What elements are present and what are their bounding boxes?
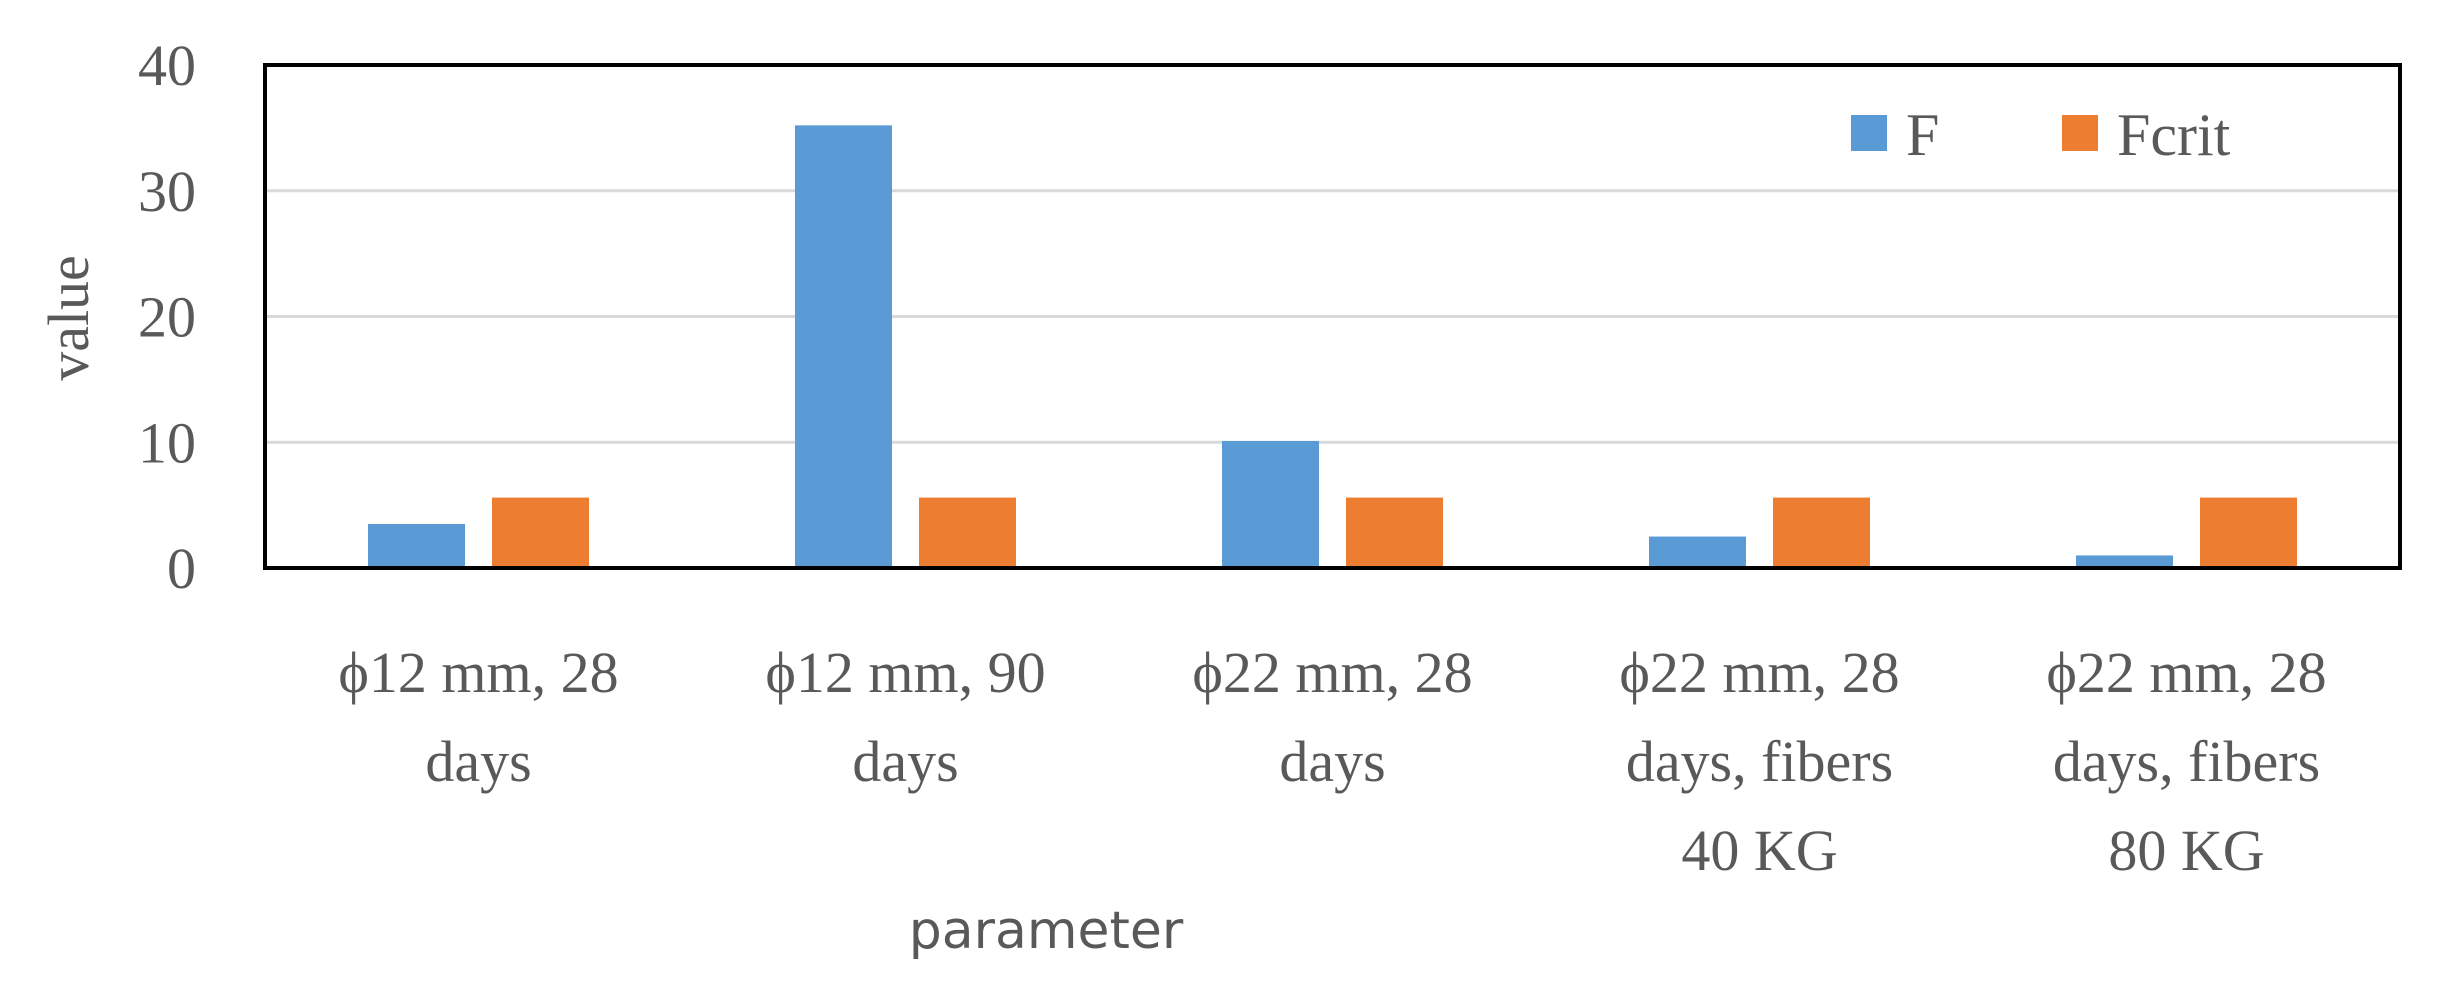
legend: F Fcrit xyxy=(1851,102,2231,168)
y-tick-label: 40 xyxy=(138,33,196,98)
x-tick-label: ϕ22 mm, 28 xyxy=(1619,640,1899,705)
x-tick-label: ϕ12 mm, 28 xyxy=(338,640,618,705)
x-tick-label: days, fibers xyxy=(1626,729,1893,794)
x-tick-label: ϕ22 mm, 28 xyxy=(1192,640,1472,705)
bar-f-3 xyxy=(1222,440,1319,568)
x-tick-label: days xyxy=(425,729,531,794)
x-tick-label: days xyxy=(852,729,958,794)
x-tick-label: ϕ12 mm, 90 xyxy=(765,640,1045,705)
x-tick-label: days, fibers xyxy=(2053,729,2320,794)
y-tick-label: 20 xyxy=(138,285,196,350)
bar-fcrit-2 xyxy=(919,497,1016,568)
x-tick-label: ϕ22 mm, 28 xyxy=(2046,640,2326,705)
legend-swatch-f xyxy=(1851,115,1887,151)
y-tick-label: 10 xyxy=(138,410,196,475)
bar-f-5 xyxy=(2076,555,2173,568)
y-tick-label: 30 xyxy=(138,159,196,224)
bar-f-2 xyxy=(795,125,892,569)
y-tick-label: 0 xyxy=(167,536,196,601)
bar-f-1 xyxy=(368,523,465,568)
bar-f-4 xyxy=(1649,536,1746,568)
y-axis-title: value xyxy=(36,255,101,381)
legend-swatch-fcrit xyxy=(2062,115,2098,151)
plot-area-frame xyxy=(263,63,2402,570)
x-tick-label: 80 KG xyxy=(2108,818,2264,883)
legend-label: F xyxy=(1906,102,1939,168)
bar-fcrit-5 xyxy=(2200,497,2297,568)
x-axis-categories: ϕ12 mm, 28 days ϕ12 mm, 90 days ϕ22 mm, 28 da… xyxy=(338,640,2326,883)
bar-fcrit-3 xyxy=(1346,497,1443,568)
legend-label: Fcrit xyxy=(2117,102,2231,168)
x-axis-title: parameter xyxy=(909,901,1184,961)
bar-fcrit-4 xyxy=(1773,497,1870,568)
x-tick-label: days xyxy=(1279,729,1385,794)
bar-fcrit-1 xyxy=(492,497,589,568)
gridlines xyxy=(265,189,2400,444)
y-axis-ticks: 0 10 20 30 40 xyxy=(138,33,196,601)
bars xyxy=(368,125,2297,569)
x-tick-label: 40 KG xyxy=(1681,818,1837,883)
